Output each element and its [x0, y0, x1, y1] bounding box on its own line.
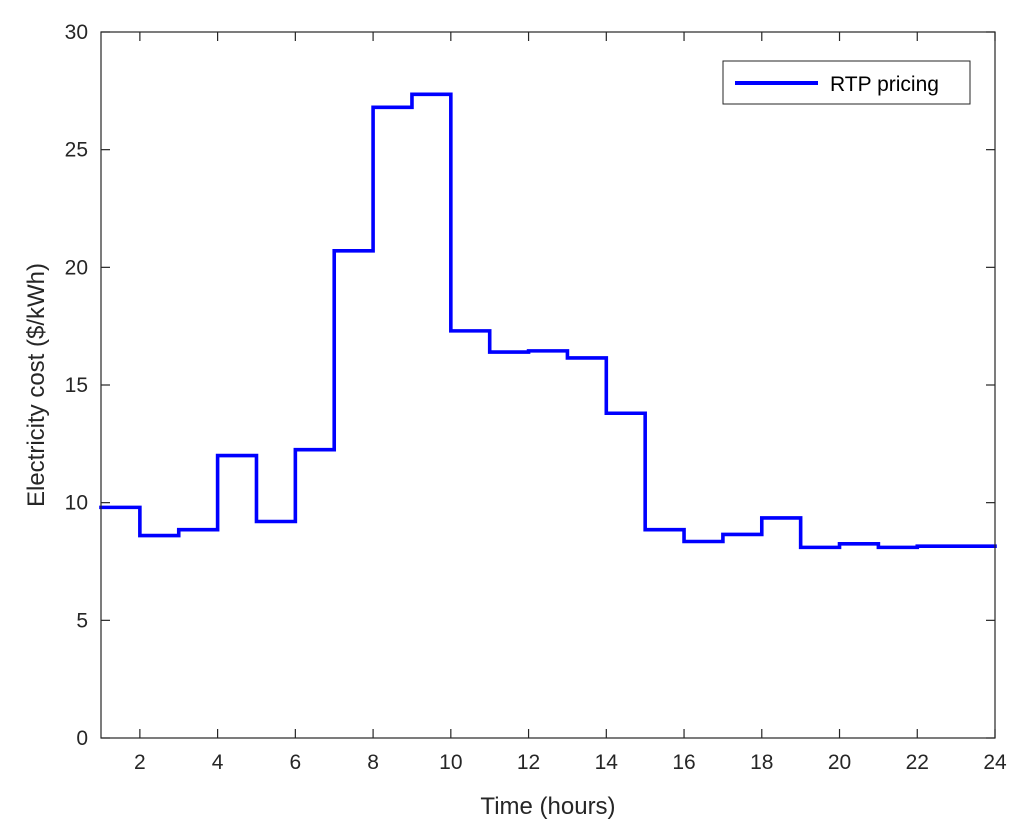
x-tick-label: 20 [828, 751, 851, 774]
x-tick-label: 24 [983, 751, 1007, 774]
x-tick-label: 8 [367, 751, 379, 774]
x-tick-label: 10 [439, 751, 462, 774]
y-tick-label: 15 [65, 374, 88, 397]
x-axis-label: Time (hours) [480, 793, 615, 820]
x-tick-label: 6 [290, 751, 302, 774]
x-tick-label: 2 [134, 751, 146, 774]
y-tick-label: 20 [65, 256, 88, 279]
series-layer [99, 92, 997, 550]
x-tick-label: 18 [750, 751, 773, 774]
y-tick-label: 0 [76, 727, 88, 750]
y-tick-label: 30 [65, 21, 88, 44]
x-tick-label: 4 [212, 751, 224, 774]
legend-entry-rtp-pricing: RTP pricing [830, 73, 939, 96]
legend: RTP pricing [722, 60, 971, 105]
y-axis-label: Electricity cost ($/kWh) [23, 263, 50, 507]
x-tick-label: 22 [906, 751, 929, 774]
x-tick-label: 12 [517, 751, 540, 774]
x-tick-label: 16 [672, 751, 695, 774]
x-tick-label: 14 [595, 751, 619, 774]
y-tick-label: 10 [65, 492, 88, 515]
y-tick-label: 25 [65, 139, 88, 162]
y-tick-label: 5 [76, 609, 88, 632]
plot-background [101, 32, 995, 738]
series-line-0 [99, 92, 997, 550]
